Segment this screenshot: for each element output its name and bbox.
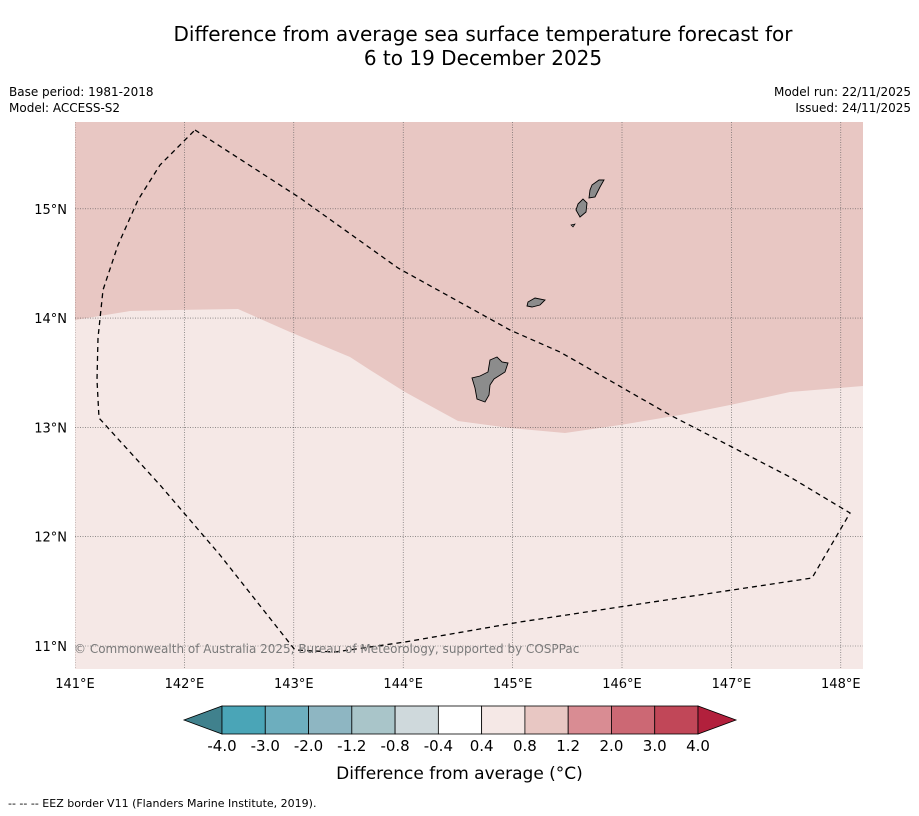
lat-tick-label: 12°N [34,531,67,546]
rota-island [526,297,546,308]
anomaly-zone-0.4-0.8 [75,309,863,669]
guam-island [471,356,509,403]
colorbar-tick-label: -2.0 [294,737,323,755]
lat-tick-labels: 11°N 12°N 13°N 14°N 15°N [34,203,67,655]
colorbar-swatch [351,705,396,735]
lat-tick-label: 14°N [34,312,67,327]
tinian-island [575,198,588,218]
colorbar-swatch [394,705,439,735]
colorbar-tick-label: -0.8 [380,737,409,755]
colorbar-swatch [437,705,483,735]
lon-tick-labels: 141°E 142°E 143°E 144°E 145°E 146°E 147°E 148°E [55,677,860,692]
colorbar-swatch [308,705,353,735]
colorbar-tick-label: 0.4 [470,737,494,755]
lon-tick-label: 148°E [821,677,861,692]
saipan-island [588,179,605,199]
eez-legend-note: -- -- -- EEZ border V11 (Flanders Marine… [8,797,317,810]
colorbar-tick-label: 4.0 [686,737,710,755]
lon-tick-label: 141°E [55,677,95,692]
model-run: Model run: 22/11/2025 [773,85,911,99]
lat-tick-label: 11°N [34,640,67,655]
meta-left: Base period: 1981-2018 Model: ACCESS-S2 [9,84,154,116]
lon-tick-label: 144°E [383,677,423,692]
colorbar-swatch [524,705,569,735]
colorbar-tick-label: 0.8 [513,737,537,755]
colorbar-swatch [481,705,526,735]
colorbar-extend-low [182,705,223,735]
meta-right: Model run: 22/11/2025 Issued: 24/11/2025 [774,84,911,116]
colorbar-swatch [611,705,656,735]
lon-tick-label: 142°E [165,677,205,692]
colorbar-title: Difference from average (°C) [336,764,583,784]
colorbar-tick-label: 1.2 [556,737,580,755]
colorbar-tick-label: 2.0 [600,737,624,755]
lat-tick-label: 15°N [34,203,67,218]
colorbar-tick-label: -3.0 [251,737,280,755]
lon-tick-label: 143°E [274,677,314,692]
chart-title: Difference from average sea surface temp… [0,22,919,70]
eez-border [96,129,851,653]
model-name: Model: ACCESS-S2 [9,101,121,115]
title-line-1: Difference from average sea surface temp… [173,22,793,46]
colorbar-tick-label: -4.0 [207,737,236,755]
base-period: Base period: 1981-2018 [9,85,154,99]
colorbar [182,705,738,735]
lon-tick-label: 147°E [712,677,752,692]
aguijan-island [570,223,576,228]
lat-tick-label: 13°N [34,421,67,436]
colorbar-swatch [654,705,699,735]
copyright-text: © Commonwealth of Australia 2025, Bureau… [74,642,579,656]
colorbar-swatch [221,705,266,735]
lon-tick-label: 145°E [493,677,533,692]
title-line-2: 6 to 19 December 2025 [363,46,603,70]
map-gridlines [75,122,863,669]
colorbar-swatch [264,705,309,735]
colorbar-swatch [567,705,612,735]
lon-tick-label: 146°E [602,677,642,692]
colorbar-tick-label: -1.2 [337,737,366,755]
colorbar-tick-label: 3.0 [643,737,667,755]
issued-date: Issued: 24/11/2025 [795,101,911,115]
colorbar-tick-label: -0.4 [424,737,453,755]
colorbar-tick-labels: -4.0 -3.0 -2.0 -1.2 -0.8 -0.4 0.4 0.8 1.2 2.0 3.0 4… [207,737,710,755]
colorbar-extend-high [697,705,738,735]
